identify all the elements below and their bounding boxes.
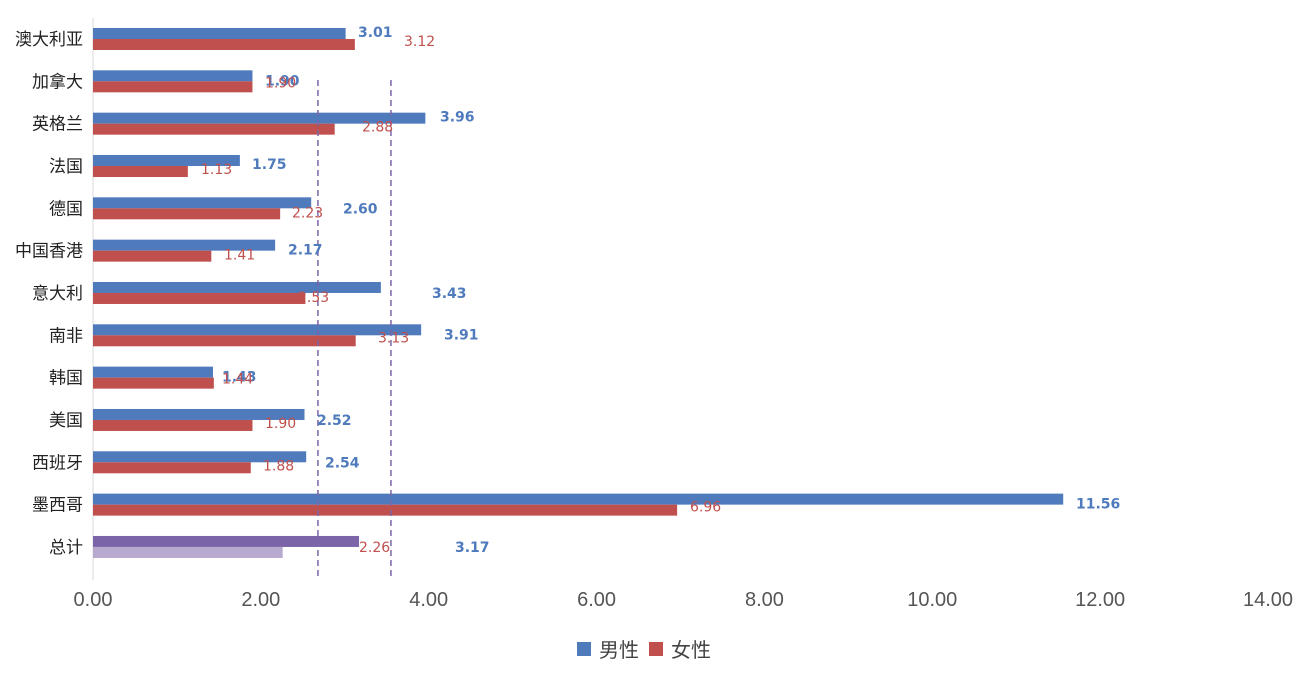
- x-tick-label: 0.00: [74, 589, 113, 611]
- bar-male: [93, 451, 307, 463]
- data-label-female: 2.23: [292, 205, 323, 221]
- bar-male: [93, 197, 312, 209]
- data-label-male: 1.90: [265, 73, 300, 89]
- data-label-male: 2.17: [288, 243, 323, 259]
- x-tick-label: 4.00: [409, 589, 448, 611]
- bar-female: [93, 208, 281, 220]
- category-label: 德国: [49, 199, 83, 219]
- bar-male: [93, 239, 276, 251]
- data-label-male: 2.52: [317, 413, 352, 429]
- legend: 男性 女性: [577, 634, 711, 663]
- category-label: 南非: [49, 326, 83, 346]
- data-label-male: 11.56: [1076, 497, 1120, 513]
- bar-female: [93, 377, 214, 389]
- legend-swatch-female: [649, 641, 663, 656]
- category-label: 加拿大: [32, 71, 83, 92]
- x-tick-label: 14.00: [1243, 589, 1293, 611]
- bar-male: [93, 493, 1064, 505]
- category-label: 法国: [49, 157, 83, 177]
- bar-male: [93, 154, 240, 166]
- category-label: 澳大利亚: [15, 30, 83, 50]
- x-tick-label: 12.00: [1075, 589, 1125, 611]
- bar-male: [93, 112, 426, 124]
- bar-male: [93, 324, 422, 336]
- x-tick-label: 6.00: [577, 589, 616, 611]
- bar-male: [93, 281, 381, 293]
- data-label-female: 1.88: [263, 458, 294, 474]
- bar-female: [93, 335, 356, 347]
- data-label-male: 3.43: [432, 286, 467, 302]
- bar-female: [93, 419, 253, 431]
- data-label-male: 3.96: [440, 110, 475, 126]
- bar-female: [93, 165, 188, 177]
- data-label-male: 3.91: [444, 327, 479, 343]
- category-label: 英格兰: [32, 115, 83, 135]
- bar-male: [93, 70, 253, 82]
- data-label-male: 1.75: [252, 157, 287, 173]
- bar-male: [93, 366, 214, 378]
- bar-female: [93, 123, 335, 135]
- data-label-male: 3.17: [455, 540, 490, 556]
- data-label-male: 3.01: [358, 25, 393, 41]
- bar-female: [93, 250, 212, 262]
- bar-female: [93, 39, 355, 50]
- legend-item-female: 女性: [649, 634, 711, 663]
- data-label-female: 3.12: [404, 34, 435, 50]
- data-label-male: 2.54: [325, 455, 360, 471]
- x-tick-label: 2.00: [241, 589, 280, 611]
- data-label-female: 1.13: [201, 162, 232, 178]
- data-label-female: 6.96: [690, 500, 721, 516]
- data-label-female: 2.26: [359, 540, 390, 556]
- data-label-male: 2.60: [343, 201, 378, 217]
- legend-item-male: 男性: [577, 634, 639, 663]
- legend-label-male: 男性: [599, 638, 639, 662]
- bar-female: [93, 504, 678, 516]
- bar-male: [93, 408, 305, 420]
- bar-female: [93, 546, 283, 558]
- x-tick-label: 10.00: [907, 589, 957, 611]
- legend-label-female: 女性: [671, 638, 711, 662]
- legend-swatch-male: [577, 641, 591, 656]
- bar-female: [93, 462, 251, 474]
- category-label: 西班牙: [32, 453, 83, 473]
- category-label: 中国香港: [15, 242, 83, 262]
- category-label: 墨西哥: [32, 496, 83, 516]
- data-label-female: 3.13: [378, 330, 409, 346]
- bar-female: [93, 81, 253, 93]
- data-label-female: 1.90: [265, 75, 296, 91]
- data-label-male: 1.43: [222, 370, 257, 386]
- category-label: 美国: [49, 411, 83, 431]
- bar-female: [93, 292, 306, 304]
- bar-male: [93, 28, 346, 39]
- x-tick-label: 8.00: [745, 589, 784, 611]
- data-label-female: 1.44: [222, 372, 253, 388]
- category-label: 总计: [49, 538, 83, 558]
- data-label-female: 2.53: [298, 290, 329, 306]
- data-label-female: 1.41: [224, 248, 255, 264]
- bar-male: [93, 535, 360, 547]
- data-label-female: 1.90: [265, 416, 296, 432]
- category-label: 意大利: [32, 284, 83, 304]
- category-label: 韩国: [49, 369, 83, 389]
- data-label-female: 2.88: [362, 120, 393, 136]
